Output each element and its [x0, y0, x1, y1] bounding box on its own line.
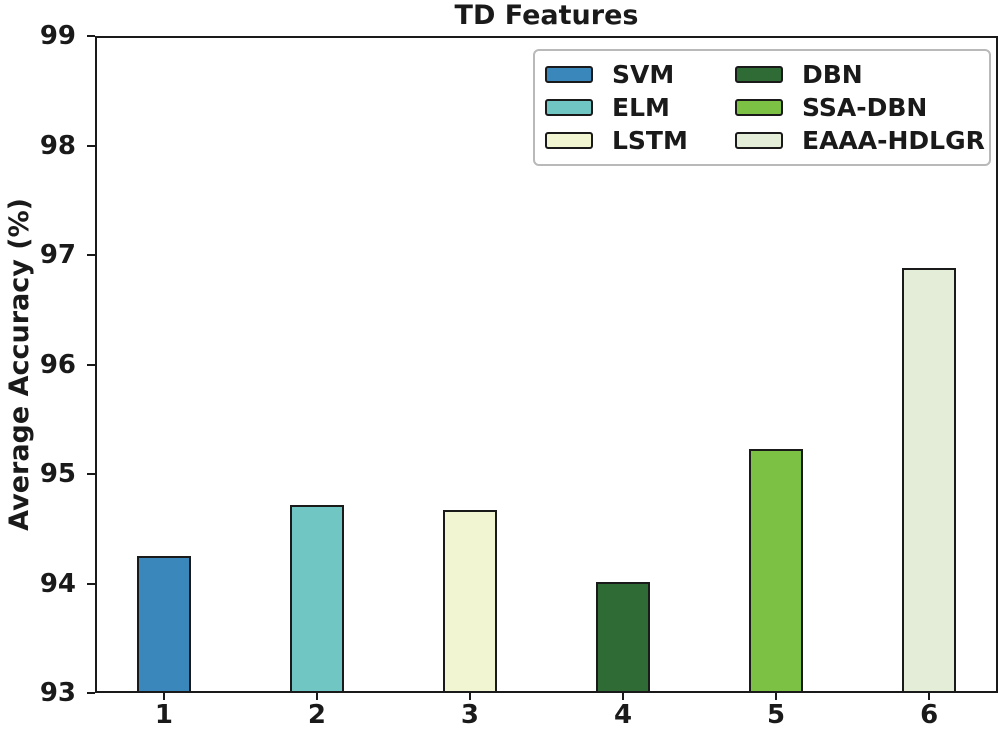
x-tick-mark	[928, 693, 931, 700]
legend-label: LSTM	[612, 126, 688, 155]
x-tick-mark	[622, 693, 625, 700]
legend-swatch-icon	[545, 132, 593, 149]
x-tick-label: 4	[613, 700, 633, 730]
legend-item-ssa-dbn: SSA-DBN	[735, 95, 985, 120]
legend-label: DBN	[802, 60, 863, 89]
y-tick-mark	[87, 692, 95, 694]
x-tick-mark	[162, 693, 165, 700]
legend-item-elm: ELM	[545, 95, 735, 120]
legend-label: SVM	[612, 60, 675, 89]
x-tick-mark	[775, 693, 778, 700]
y-tick-label: 95	[39, 459, 76, 489]
y-tick-label: 98	[39, 130, 76, 161]
y-tick-mark	[87, 582, 95, 585]
legend-swatch-icon	[735, 99, 783, 116]
bar-eaaa-hdlgr	[902, 268, 957, 691]
legend: SVM ELM LSTM DBN SSA-DBN EAAA-HDLGR	[533, 49, 991, 166]
y-tick-mark	[87, 35, 95, 37]
x-tick-label: 1	[154, 700, 173, 730]
bar-svm	[136, 556, 191, 691]
legend-item-eaaa-hdlgr: EAAA-HDLGR	[735, 128, 985, 153]
x-tick-label: 2	[307, 700, 326, 730]
x-tick-mark	[468, 693, 471, 700]
x-tick-mark	[315, 693, 318, 700]
bar-dbn	[596, 582, 651, 691]
y-tick-mark	[87, 363, 95, 366]
y-tick-label: 97	[39, 240, 76, 270]
y-tick-mark	[87, 144, 95, 147]
legend-item-svm: SVM	[545, 62, 735, 87]
x-tick-label: 6	[920, 700, 939, 730]
legend-swatch-icon	[735, 132, 783, 149]
y-tick-label: 94	[39, 568, 76, 599]
legend-label: EAAA-HDLGR	[802, 126, 985, 155]
x-tick-label: 3	[460, 700, 480, 730]
legend-swatch-icon	[545, 66, 593, 83]
y-tick-label: 93	[39, 678, 76, 708]
legend-swatch-icon	[545, 99, 593, 116]
chart-title: TD Features	[454, 0, 639, 31]
bar-elm	[289, 504, 344, 691]
legend-item-dbn: DBN	[735, 62, 985, 87]
y-tick-mark	[87, 254, 95, 256]
y-tick-mark	[87, 473, 95, 475]
bar-lstm	[442, 510, 497, 691]
legend-label: SSA-DBN	[802, 93, 928, 122]
y-tick-label: 96	[39, 349, 76, 380]
legend-label: ELM	[612, 93, 670, 122]
y-tick-label: 99	[39, 21, 76, 51]
bar-ssa-dbn	[749, 448, 804, 691]
legend-item-lstm: LSTM	[545, 128, 735, 153]
x-tick-label: 5	[767, 700, 786, 730]
legend-swatch-icon	[735, 66, 783, 83]
